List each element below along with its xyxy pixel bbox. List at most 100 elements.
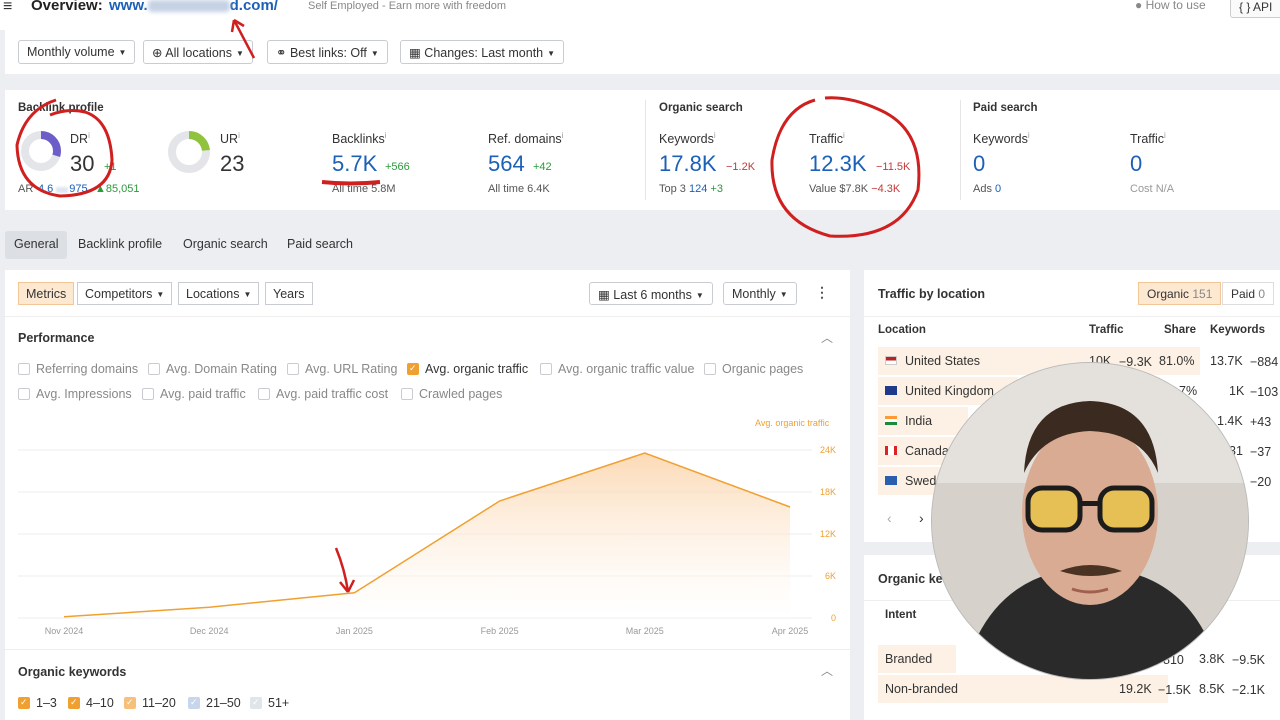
checkbox-avg-organic-traffic[interactable]: Avg. organic traffic	[407, 362, 528, 376]
site-url[interactable]: www. d.com/	[109, 0, 278, 14]
keywords-delta: −20	[1250, 475, 1272, 489]
calendar-icon: ▦	[409, 46, 421, 60]
backlinks-alltime: All time 5.8M	[332, 183, 396, 195]
series-label: Avg. organic traffic	[755, 418, 830, 428]
checkbox-avg-organic-traffic-value[interactable]: Avg. organic traffic value	[540, 362, 694, 376]
checkbox-avg-impressions[interactable]: Avg. Impressions	[18, 387, 132, 401]
checkbox-icon	[287, 363, 299, 375]
best-links-dropdown[interactable]: ⚭ Best links: Off ▼	[267, 40, 388, 64]
checkbox-range-51-plus[interactable]: 51+	[250, 696, 289, 710]
share-bar	[878, 675, 1168, 703]
checkbox-icon	[148, 363, 160, 375]
checkbox-checked-icon	[407, 363, 419, 375]
next-page-icon[interactable]: ›	[919, 510, 924, 526]
location-row[interactable]: United States	[885, 354, 980, 368]
col-traffic: Traffic	[1089, 324, 1124, 336]
collapse-chevron-icon[interactable]: ︿	[821, 331, 834, 345]
segment-metrics[interactable]: Metrics	[18, 282, 75, 305]
presenter-portrait	[932, 363, 1248, 679]
page-title: Overview:	[31, 0, 103, 14]
how-to-use-link[interactable]: ● How to use	[1135, 0, 1206, 12]
cost-row: Cost N/A	[1130, 183, 1175, 195]
org-traffic-value[interactable]: 12.3K	[809, 151, 867, 176]
org-keywords-value[interactable]: 17.8K	[659, 151, 717, 176]
locations-dropdown[interactable]: ⊕ All locations ▼	[143, 40, 253, 64]
ur-value[interactable]: 23	[220, 151, 245, 176]
col-keywords: Keywords	[1210, 324, 1265, 336]
intent-branded[interactable]: Branded	[885, 652, 933, 666]
keywords-delta: +43	[1250, 415, 1272, 429]
tab-general[interactable]: General	[5, 231, 68, 259]
tab-paid-search[interactable]: Paid search	[287, 237, 354, 251]
changes-dropdown[interactable]: ▦ Changes: Last month ▼	[400, 40, 565, 64]
checkbox-avg-paid-traffic-cost[interactable]: Avg. paid traffic cost	[258, 387, 388, 401]
checkbox-crawled-pages[interactable]: Crawled pages	[401, 387, 502, 401]
organic-search-heading: Organic search	[659, 102, 743, 114]
checkbox-avg-domain-rating[interactable]: Avg. Domain Rating	[148, 362, 277, 376]
more-options-icon[interactable]: ⋮	[815, 284, 829, 300]
prev-page-icon[interactable]: ‹	[887, 510, 892, 526]
checkbox-range-4-10[interactable]: 4–10	[68, 696, 114, 710]
checkbox-referring-domains[interactable]: Referring domains	[18, 362, 138, 376]
divider	[5, 316, 850, 317]
caret-down-icon: ▼	[695, 291, 704, 301]
segment-locations[interactable]: Locations ▼	[178, 282, 260, 305]
period-dropdown[interactable]: ▦ Last 6 months ▼	[589, 282, 713, 305]
location-row[interactable]: India	[885, 414, 932, 428]
api-button[interactable]: { } API	[1230, 0, 1280, 18]
paid-traffic-value[interactable]: 0	[1130, 151, 1143, 176]
checkbox-avg-url-rating[interactable]: Avg. URL Rating	[287, 362, 397, 376]
org-traffic-label: Traffici	[809, 131, 845, 147]
x-tick-label: Jan 2025	[336, 626, 373, 636]
checkbox-range-21-50[interactable]: 21–50	[188, 696, 241, 710]
y-tick-label: 6K	[825, 571, 836, 581]
organic-toggle[interactable]: Organic 151	[1138, 282, 1222, 305]
non-branded-traffic-delta: −2.1K	[1232, 683, 1266, 697]
keywords-value[interactable]: 1K	[1229, 384, 1245, 398]
location-row[interactable]: Swed	[885, 474, 936, 488]
org-keywords-delta: −1.2K	[726, 161, 756, 173]
collapse-chevron-icon[interactable]: ︿	[821, 664, 834, 678]
paid-toggle[interactable]: Paid 0	[1222, 282, 1275, 305]
segment-years[interactable]: Years	[265, 282, 313, 305]
divider	[645, 100, 646, 200]
location-row[interactable]: United Kingdom	[885, 384, 994, 398]
checkbox-organic-pages[interactable]: Organic pages	[704, 362, 803, 376]
col-share: Share	[1164, 324, 1196, 336]
branded-traffic-delta: −9.5K	[1232, 653, 1266, 667]
col-location: Location	[878, 324, 926, 336]
y-tick-label: 0	[831, 613, 836, 623]
dr-label: DRi	[70, 131, 90, 147]
checkbox-icon	[540, 363, 552, 375]
ur-donut-chart	[168, 131, 210, 173]
backlinks-delta: +566	[385, 161, 410, 173]
dr-value[interactable]: 30	[70, 151, 95, 176]
intent-non-branded[interactable]: Non-branded	[885, 682, 958, 696]
checkbox-checked-icon	[188, 697, 200, 709]
keywords-value[interactable]: 1.4K	[1217, 414, 1243, 428]
checkbox-avg-paid-traffic[interactable]: Avg. paid traffic	[142, 387, 246, 401]
tab-organic-search[interactable]: Organic search	[183, 237, 268, 251]
tab-backlink-profile[interactable]: Backlink profile	[78, 237, 163, 251]
paid-keywords-value[interactable]: 0	[973, 151, 986, 176]
us-flag-icon	[885, 356, 897, 365]
refdomains-value[interactable]: 564	[488, 151, 525, 176]
checkbox-checked-icon	[124, 697, 136, 709]
checkbox-range-1-3[interactable]: 1–3	[18, 696, 57, 710]
segment-competitors[interactable]: Competitors ▼	[77, 282, 173, 305]
ads-row: Ads 0	[973, 183, 1002, 195]
checkbox-range-11-20[interactable]: 11–20	[124, 696, 176, 710]
interval-dropdown[interactable]: Monthly ▼	[723, 282, 797, 305]
non-branded-kw[interactable]: 19.2K	[1119, 682, 1152, 696]
volume-dropdown[interactable]: Monthly volume ▼	[18, 40, 136, 64]
keywords-value[interactable]: 13.7K	[1210, 354, 1243, 368]
backlinks-value[interactable]: 5.7K	[332, 151, 378, 176]
value-row: Value $7.8K −4.3K	[809, 183, 901, 195]
location-row[interactable]: Canada	[885, 444, 949, 458]
dr-donut-chart	[21, 131, 61, 171]
organic-keywords-intent-heading: Organic ke	[878, 572, 943, 586]
hamburger-menu-icon[interactable]: ≡	[3, 0, 13, 15]
branded-traffic: 3.8K	[1199, 652, 1225, 666]
sweden-flag-icon	[885, 476, 897, 485]
organic-traffic-chart: 24K 18K 12K 6K 0 Nov 2024 Dec 2024 Jan 2025 Feb …	[18, 445, 836, 636]
